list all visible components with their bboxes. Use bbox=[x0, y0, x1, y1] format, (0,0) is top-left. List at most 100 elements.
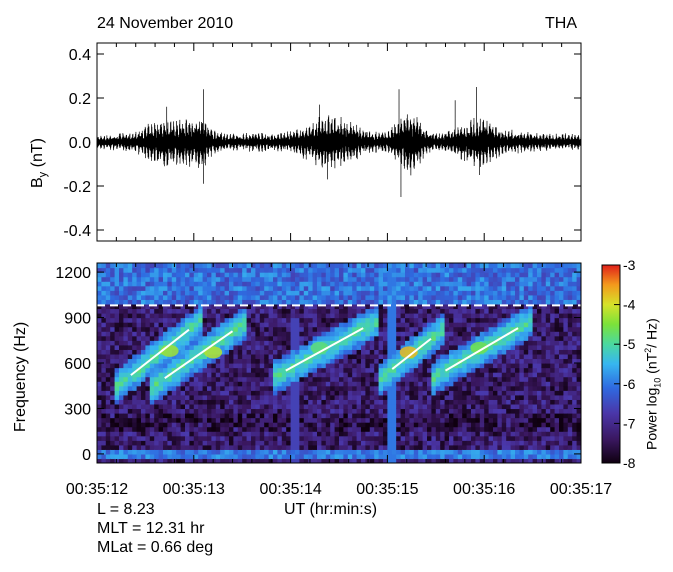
spectrogram-cell bbox=[453, 267, 459, 273]
spectrogram-cell bbox=[515, 276, 520, 282]
spectrogram-cell bbox=[255, 413, 261, 419]
spectrogram-cell bbox=[119, 303, 124, 310]
spectrogram-cell bbox=[136, 335, 142, 341]
spectrogram-cell bbox=[110, 431, 116, 437]
spectrogram-cell bbox=[259, 267, 265, 273]
spectrogram-cell bbox=[427, 458, 432, 463]
spectrogram-cell bbox=[405, 281, 410, 287]
spectrogram-cell bbox=[268, 367, 274, 373]
spectrogram-cell bbox=[339, 326, 344, 332]
spectrogram-cell bbox=[462, 394, 468, 400]
spectrogram-cell bbox=[369, 399, 375, 405]
spectrogram-cell bbox=[145, 335, 151, 341]
spectrogram-cell bbox=[317, 263, 322, 269]
spectrogram-cell bbox=[510, 313, 516, 319]
spectrogram-cell bbox=[180, 313, 186, 319]
spectrogram-cell bbox=[457, 426, 463, 432]
spectrogram-cell bbox=[321, 394, 327, 400]
spectrogram-cell bbox=[273, 431, 278, 437]
spectrogram-cell bbox=[365, 367, 371, 373]
spectrogram-cell bbox=[378, 303, 384, 310]
spectrogram-cell bbox=[290, 326, 296, 332]
spectrogram-cell bbox=[515, 435, 520, 441]
spectrogram-cell bbox=[189, 453, 195, 460]
spectrogram-cell bbox=[523, 349, 529, 355]
spectrogram-cell bbox=[418, 335, 424, 341]
spectrogram-cell bbox=[405, 385, 410, 391]
spectrogram-cell bbox=[413, 276, 419, 282]
spectrogram-cell bbox=[211, 367, 217, 373]
spectrogram-cell bbox=[286, 394, 292, 400]
spectrogram-cell bbox=[471, 385, 476, 391]
spectrogram-cell bbox=[554, 281, 560, 287]
spectrogram-cell bbox=[418, 440, 424, 446]
spectrogram-cell bbox=[268, 340, 274, 346]
spectrogram-cell bbox=[321, 399, 327, 405]
spectrogram-cell bbox=[405, 422, 410, 428]
spectrogram-cell bbox=[308, 408, 314, 414]
spectrogram-cell bbox=[176, 294, 182, 300]
spectrogram-cell bbox=[141, 385, 146, 391]
spectrogram-cell bbox=[286, 426, 292, 432]
spectrogram-cell bbox=[220, 294, 226, 300]
spectrogram-cell bbox=[413, 376, 419, 382]
spectrogram-cell bbox=[532, 403, 538, 410]
spectrogram-cell bbox=[387, 303, 393, 310]
spectrogram-cell bbox=[457, 276, 463, 282]
spectrogram-cell bbox=[325, 322, 331, 328]
spectrogram-cell bbox=[391, 403, 397, 410]
spectrogram-cell bbox=[422, 281, 428, 287]
spectrogram-cell bbox=[510, 440, 516, 446]
spectrogram-cell bbox=[185, 426, 190, 432]
spectrogram-cell bbox=[295, 344, 300, 350]
spectrogram-cell bbox=[136, 422, 142, 428]
spectrogram-cell bbox=[132, 303, 138, 310]
spectrogram-cell bbox=[541, 331, 547, 337]
spectrogram-cell bbox=[387, 290, 393, 296]
spectrogram-cell bbox=[246, 444, 252, 450]
spectrogram-cell bbox=[110, 290, 116, 296]
spectrogram-cell bbox=[431, 444, 437, 450]
spectrogram-cell bbox=[471, 281, 476, 287]
spectrogram-cell bbox=[312, 381, 318, 387]
spectrogram-cell bbox=[339, 431, 344, 437]
spectrogram-cell bbox=[321, 408, 327, 414]
spectrogram-cell bbox=[457, 299, 463, 305]
spectrogram-cell bbox=[105, 317, 111, 323]
spectrogram-cell bbox=[268, 285, 274, 291]
spectrogram-cell bbox=[220, 349, 226, 355]
spectrogram-cell bbox=[541, 422, 547, 428]
spectrogram-cell bbox=[264, 399, 270, 405]
spectrogram-cell bbox=[105, 294, 111, 300]
spectrogram-cell bbox=[356, 417, 362, 423]
spectrogram-cell bbox=[453, 385, 459, 391]
spectrogram-cell bbox=[440, 263, 446, 269]
spectrogram-cell bbox=[215, 440, 221, 446]
spectrogram-cell bbox=[484, 294, 490, 300]
spectrogram-cell bbox=[413, 394, 419, 400]
spectrogram-cell bbox=[198, 272, 204, 278]
spectrogram-cell bbox=[374, 413, 380, 419]
spectrogram-cell bbox=[440, 435, 446, 441]
spectrogram-cell bbox=[264, 458, 270, 463]
spectrogram-cell bbox=[255, 431, 261, 437]
spectrogram-cell bbox=[308, 272, 314, 278]
spectrogram-cell bbox=[101, 367, 107, 373]
spectrogram-cell bbox=[101, 290, 107, 296]
spectrogram-cell bbox=[567, 417, 573, 423]
spectrogram-cell bbox=[387, 340, 393, 346]
spectrogram-cell bbox=[180, 294, 186, 300]
spectrogram-cell bbox=[277, 317, 283, 323]
spectrogram-cell bbox=[215, 326, 221, 332]
spectrogram-cell bbox=[413, 426, 419, 432]
spectrogram-cell bbox=[462, 417, 468, 423]
spectrogram-cell bbox=[405, 413, 410, 419]
spectrogram-cell bbox=[141, 367, 146, 373]
spectrogram-cell bbox=[171, 331, 177, 337]
spectrogram-cell bbox=[97, 417, 102, 423]
spectrogram-cell bbox=[255, 399, 261, 405]
spectrogram-cell bbox=[110, 422, 116, 428]
spectrogram-cell bbox=[312, 322, 318, 328]
spectrogram-cell bbox=[431, 267, 437, 273]
spectrogram-cell bbox=[145, 367, 151, 373]
